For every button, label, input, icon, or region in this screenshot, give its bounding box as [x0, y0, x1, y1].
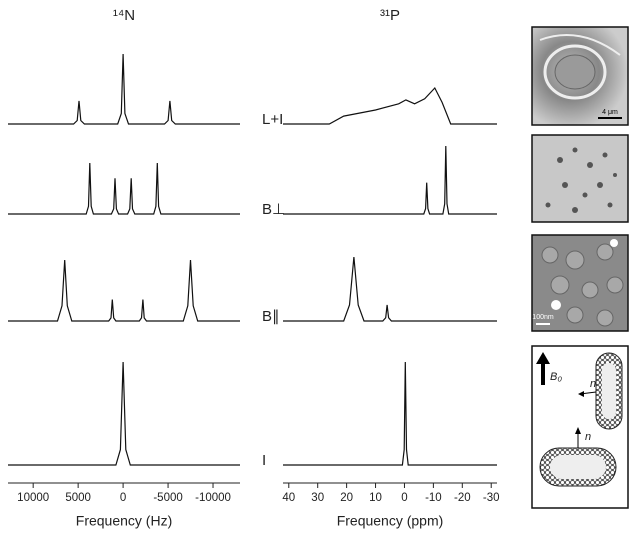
spectrum [283, 145, 497, 215]
x-tick-label: 10000 [17, 492, 49, 504]
row-label: B⊥ [262, 201, 285, 218]
micrograph-3: 100nm [531, 234, 629, 332]
normal-label: n [585, 431, 591, 443]
x-tick-label: -20 [454, 492, 471, 504]
scale-label: 100nm [532, 314, 554, 321]
chart-title: ³¹P [380, 7, 400, 24]
x-tick-label: 40 [282, 492, 295, 504]
normal-label: n [590, 378, 596, 390]
spectrum [8, 162, 240, 215]
schematic: B₀ n n [531, 345, 629, 509]
spectrum [8, 361, 240, 466]
row-label: B∥ [262, 308, 280, 325]
spectrum [283, 86, 497, 125]
chart-title: ¹⁴N [113, 7, 135, 24]
x-tick-label: -5000 [153, 492, 182, 504]
x-tick-label: 0 [120, 492, 126, 504]
x-tick-label: 0 [401, 492, 407, 504]
micrograph-1: 4 μm [531, 26, 629, 126]
spectrum [283, 256, 497, 322]
x-axis-label: Frequency (Hz) [76, 513, 172, 529]
x-tick-label: 5000 [65, 492, 91, 504]
x-tick-label: 10 [369, 492, 382, 504]
field-label: B₀ [550, 371, 562, 383]
spectrum [8, 53, 240, 125]
x-tick-label: -10000 [195, 492, 231, 504]
row-label: L+I [262, 111, 283, 128]
x-tick-label: 30 [311, 492, 324, 504]
row-label: I [262, 452, 266, 469]
x-tick-label: -10 [425, 492, 442, 504]
x-tick-label: -30 [483, 492, 500, 504]
spectrum [8, 259, 240, 322]
spectrum [283, 361, 497, 466]
micrograph-2 [531, 134, 629, 223]
x-axis-label: Frequency (ppm) [337, 513, 444, 529]
scale-label: 4 μm [602, 109, 618, 116]
x-tick-label: 20 [340, 492, 353, 504]
